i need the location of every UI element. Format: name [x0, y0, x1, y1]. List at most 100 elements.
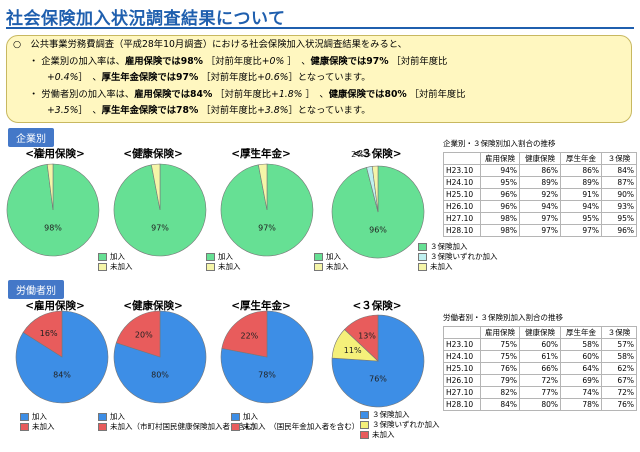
- legend-swatch: [98, 253, 107, 261]
- company-table-cell: 93%: [601, 200, 637, 213]
- worker-legend-pension: 加入 未加入 （国民年金加入者を含む）: [231, 412, 359, 432]
- company-pie-1-data-label: 97%: [151, 224, 169, 233]
- summary-box: ○ 公共事業労務費調査（平成28年10月調査）における社会保険加入状況調査結果を…: [6, 35, 632, 123]
- section-tag-company: 企業別: [8, 128, 54, 147]
- legend-swatch: [98, 413, 107, 421]
- title-underline: [6, 27, 634, 29]
- legend-swatch: [418, 253, 427, 261]
- worker-table-cell: 74%: [560, 386, 602, 399]
- company-legend-three: ３保険加入 ３保険いずれか加入 未加入: [418, 242, 498, 272]
- worker-table-cell: 78%: [560, 398, 602, 411]
- worker-chart-title-three: <３保険>: [352, 300, 402, 312]
- company-table-cell: H27.10: [443, 212, 481, 225]
- company-pie-0-data-label: 2%: [33, 147, 46, 156]
- worker-chart-title-employment: <雇用保険>: [25, 300, 85, 312]
- legend-swatch: [360, 431, 369, 439]
- company-table-cell: 89%: [560, 176, 602, 189]
- company-table-cell: 94%: [519, 200, 561, 213]
- company-table-cell: 96%: [480, 188, 520, 201]
- worker-chart-title-pension: <厚生年金>: [231, 300, 291, 312]
- company-pie-3: 96% 2%2%: [331, 149, 425, 259]
- company-table-header-cell: [443, 152, 481, 165]
- company-legend-employment: 加入 未加入: [98, 252, 133, 272]
- company-table-cell: 86%: [519, 164, 561, 177]
- company-table-cell: 95%: [480, 176, 520, 189]
- worker-table-row: H24.10 75% 61% 60% 58%: [443, 350, 637, 363]
- summary-line-company-2: +0.4%］ 、厚生年金保険では97% ［対前年度比+0.6%］となっています。: [47, 72, 371, 83]
- worker-table-cell: 76%: [480, 362, 520, 375]
- worker-table-cell: H26.10: [443, 374, 481, 387]
- legend-swatch: [98, 423, 107, 431]
- worker-table-header-cell: 雇用保険: [480, 326, 520, 339]
- company-table-cell: H28.10: [443, 224, 481, 237]
- company-pie-2-data-label: 97%: [258, 224, 276, 233]
- company-table-header-cell: 健康保険: [519, 152, 561, 165]
- company-pie-3-data-label: 96%: [369, 226, 387, 235]
- company-table-cell: 98%: [480, 212, 520, 225]
- company-table-row: H28.10 98% 97% 97% 96%: [443, 224, 637, 237]
- company-pie-0-slice: [46, 163, 54, 211]
- worker-pie-1-slice: [115, 310, 161, 358]
- worker-table-cell: 60%: [519, 338, 561, 351]
- summary-line-worker-2: +3.5%］ 、厚生年金保険では78% ［対前年度比+3.8%］となっています。: [47, 105, 371, 116]
- worker-table-cell: H23.10: [443, 338, 481, 351]
- legend-swatch: [360, 411, 369, 419]
- worker-table-cell: 72%: [601, 386, 637, 399]
- worker-pie-1-data-label: 80%: [151, 371, 169, 380]
- company-legend-pension: 加入 未加入: [314, 252, 349, 272]
- page-title: 社会保険加入状況調査結果について: [6, 9, 286, 29]
- legend-swatch: [314, 263, 323, 271]
- company-table-cell: 98%: [480, 224, 520, 237]
- worker-table-cell: H28.10: [443, 398, 481, 411]
- company-pie-0: 98% 2%: [6, 147, 100, 257]
- company-table-cell: 91%: [560, 188, 602, 201]
- company-table-cell: 94%: [560, 200, 602, 213]
- worker-table-cell: 75%: [480, 338, 520, 351]
- worker-trend-table: 雇用保険 健康保険 厚生年金 ３保険 H23.10 75% 60% 58% 57% H24.10 7…: [443, 326, 637, 411]
- company-table-cell: 87%: [601, 176, 637, 189]
- worker-pie-1-data-label: 20%: [135, 331, 153, 340]
- legend-swatch: [98, 263, 107, 271]
- worker-table-cell: H25.10: [443, 362, 481, 375]
- company-table-cell: 96%: [480, 200, 520, 213]
- company-pie-3-slice: [371, 165, 379, 213]
- worker-table-cell: 58%: [560, 338, 602, 351]
- worker-table-cell: 58%: [601, 350, 637, 363]
- company-table-cell: 94%: [480, 164, 520, 177]
- worker-table-header-cell: 厚生年金: [560, 326, 602, 339]
- company-pie-1-slice: [151, 163, 161, 211]
- worker-table-cell: 77%: [519, 386, 561, 399]
- company-table-cell: 86%: [560, 164, 602, 177]
- company-table-cell: 95%: [601, 212, 637, 225]
- worker-pie-3-data-label: 13%: [358, 332, 376, 341]
- worker-pie-0-data-label: 84%: [53, 371, 71, 380]
- worker-table-cell: 82%: [480, 386, 520, 399]
- company-table-cell: H24.10: [443, 176, 481, 189]
- worker-table-cell: 57%: [601, 338, 637, 351]
- company-chart-title-three: <３保険>: [352, 148, 402, 160]
- worker-table-cell: 62%: [601, 362, 637, 375]
- company-pie-1-data-label: 3%: [138, 147, 151, 156]
- worker-pie-3-slice: [344, 314, 379, 362]
- worker-pie-2-data-label: 22%: [241, 332, 259, 341]
- company-table-row: H26.10 96% 94% 94% 93%: [443, 200, 637, 213]
- worker-chart-title-health: <健康保険>: [123, 300, 183, 312]
- legend-swatch: [20, 413, 29, 421]
- legend-swatch: [206, 263, 215, 271]
- worker-table-cell: 75%: [480, 350, 520, 363]
- worker-table-cell: 60%: [560, 350, 602, 363]
- company-pie-2: 97% 3%: [220, 147, 314, 257]
- company-table-cell: 89%: [519, 176, 561, 189]
- legend-swatch: [231, 423, 240, 431]
- worker-legend-health: 加入 未加入（市町村国民健康保険加入者を含む）: [98, 412, 260, 432]
- worker-table-header-row: 雇用保険 健康保険 厚生年金 ３保険: [443, 326, 637, 339]
- company-table-cell: 92%: [519, 188, 561, 201]
- company-table-cell: 95%: [560, 212, 602, 225]
- company-table-cell: 90%: [601, 188, 637, 201]
- company-table-cell: 97%: [560, 224, 602, 237]
- company-table-cell: 97%: [519, 212, 561, 225]
- company-pie-1: 97% 3%: [113, 147, 207, 257]
- worker-table-row: H26.10 79% 72% 69% 67%: [443, 374, 637, 387]
- worker-table-row: H27.10 82% 77% 74% 72%: [443, 386, 637, 399]
